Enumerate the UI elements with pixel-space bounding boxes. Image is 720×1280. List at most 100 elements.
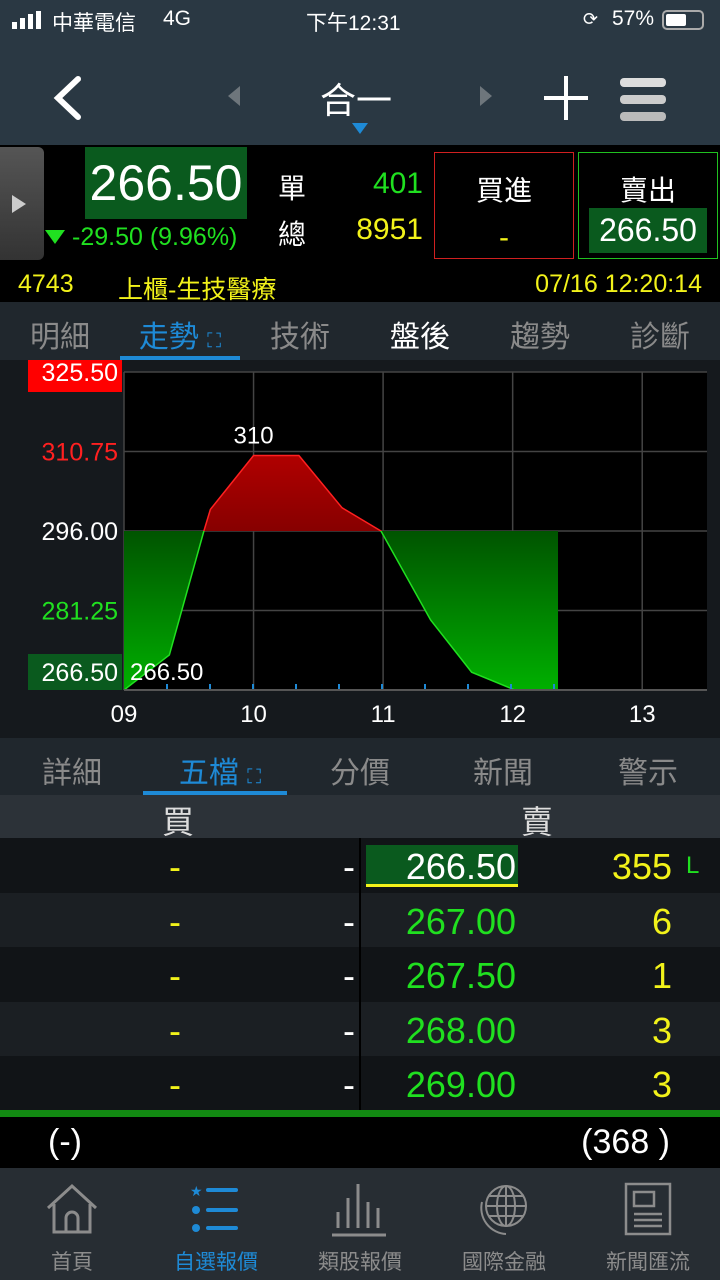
sell-qty: 6 <box>651 900 672 942</box>
bottom-nav: 首頁 ★ 自選報價 類股報價 國際金融 新聞匯流 <box>0 1168 720 1280</box>
buy-qty: - <box>169 1009 181 1051</box>
nav-international-label: 國際金融 <box>462 1251 546 1274</box>
y-tick-label: 266.50 <box>42 659 118 687</box>
tab-trend[interactable]: 走勢 ⛶ <box>120 312 240 356</box>
quote-time: 07/16 12:20:14 <box>535 270 702 298</box>
status-bar: 中華電信 4G 下午12:31 ⟳ 57% <box>0 0 720 40</box>
low-label: 266.50 <box>130 659 203 686</box>
stock-info-bar: 4743 上櫃-生技醫療 07/16 12:20:14 <box>0 262 720 304</box>
sell-qty: 1 <box>651 955 672 996</box>
tab-diagnosis[interactable]: 診斷 <box>630 321 690 354</box>
buy-button[interactable]: 買進 - <box>434 152 574 259</box>
buy-price: - <box>343 955 355 996</box>
expand-icon[interactable]: ⛶ <box>247 766 262 788</box>
order-book-row: - - 267.50 1 <box>0 947 720 1002</box>
clock: 下午12:31 <box>306 12 401 35</box>
prev-icon[interactable] <box>226 84 242 108</box>
tab-trend-label: 走勢 <box>138 321 199 354</box>
nav-news-label: 新聞匯流 <box>606 1251 690 1274</box>
sell-price: 267.00 <box>405 900 516 942</box>
active-tab-indicator <box>120 356 240 360</box>
sell-price: 269.00 <box>405 1064 516 1105</box>
last-price: 266.50 <box>85 147 247 219</box>
expand-icon[interactable]: ⛶ <box>207 330 222 352</box>
price-line-down <box>123 531 559 691</box>
nav-watchlist-label: 自選報價 <box>174 1251 258 1274</box>
x-tick-label: 13 <box>629 701 656 728</box>
divider <box>0 1110 720 1117</box>
rotation-lock-icon: ⟳ <box>583 9 599 29</box>
x-tick-label: 09 <box>111 701 138 728</box>
total-label: 總 <box>278 219 307 250</box>
buy-header: 買 <box>162 804 195 840</box>
watchlist-icon: ★ <box>190 1183 238 1232</box>
order-book-totals: (-) (368 ) <box>0 1117 720 1168</box>
nav-sectors[interactable]: 類股報價 <box>288 1168 432 1280</box>
battery-icon <box>662 10 704 30</box>
sell-price: 266.50 <box>589 208 707 253</box>
order-book-row: - - 269.00 3 <box>0 1056 720 1111</box>
order-book: - -266.50 355 L - -267.00 6- -267.50 1- -268.00 3-… <box>0 838 720 1111</box>
down-arrow-icon <box>45 230 65 244</box>
y-tick-label: 281.25 <box>42 598 118 626</box>
stock-code: 4743 <box>18 270 74 298</box>
main-tabs: 明細 走勢 ⛶ 技術 盤後 趨勢 診斷 <box>0 302 720 360</box>
sell-label: 賣出 <box>619 175 676 206</box>
buy-qty: - <box>169 846 181 887</box>
sell-qty: 355 <box>611 846 672 887</box>
order-book-row: - - 266.50 355 L <box>0 838 720 893</box>
bar-chart-icon <box>332 1184 386 1237</box>
side-drawer-button[interactable] <box>0 147 44 260</box>
nav-home[interactable]: 首頁 <box>0 1168 144 1280</box>
single-volume: 401 <box>372 167 423 200</box>
newspaper-icon <box>624 1182 672 1236</box>
svg-text:★: ★ <box>190 1183 203 1199</box>
tab-five-levels[interactable]: 五檔 ⛶ <box>155 748 285 792</box>
next-icon[interactable] <box>478 84 494 108</box>
current-price-highlight <box>366 845 518 887</box>
y-tick-label: 310.75 <box>42 439 118 467</box>
nav-international[interactable]: 國際金融 <box>432 1168 576 1280</box>
tab-five-levels-label: 五檔 <box>178 757 239 790</box>
buy-price: - <box>343 1064 355 1105</box>
sell-header: 賣 <box>521 804 554 840</box>
menu-icon[interactable] <box>620 76 666 122</box>
tab-price-volume[interactable]: 分價 <box>330 757 390 790</box>
sell-qty: 3 <box>651 1064 672 1105</box>
high-label: 310 <box>234 423 274 450</box>
buy-qty: - <box>169 1064 181 1105</box>
tab-alerts[interactable]: 警示 <box>618 757 678 790</box>
buy-price: - <box>343 1009 355 1051</box>
tab-news[interactable]: 新聞 <box>473 757 533 790</box>
price-line-up <box>203 454 382 531</box>
tab-technical[interactable]: 技術 <box>270 321 330 354</box>
buy-qty: - <box>169 955 181 996</box>
back-icon[interactable] <box>50 75 84 121</box>
order-book-row: - - 268.00 3 <box>0 1001 720 1056</box>
globe-icon <box>480 1185 527 1235</box>
tab-after-hours[interactable]: 盤後 <box>390 321 450 354</box>
market-sector: 上櫃-生技醫療 <box>118 276 277 304</box>
price-change: -29.50 (9.96%) <box>72 223 238 251</box>
tab-trends[interactable]: 趨勢 <box>510 321 570 354</box>
intraday-chart[interactable]: 325.50 310.75 296.00 281.25 266.50 09 10 11 12 13… <box>0 352 720 738</box>
area-down <box>124 531 559 690</box>
buy-price: - <box>343 900 355 942</box>
sell-button[interactable]: 賣出 266.50 <box>578 152 718 259</box>
top-nav: 合一 <box>0 40 720 145</box>
nav-sectors-label: 類股報價 <box>318 1251 402 1274</box>
tab-detail[interactable]: 明細 <box>30 321 90 354</box>
x-tick-label: 12 <box>499 701 526 728</box>
area-up <box>124 455 559 531</box>
nav-home-label: 首頁 <box>51 1251 93 1274</box>
sell-qty: 3 <box>651 1009 672 1051</box>
tab-details[interactable]: 詳細 <box>42 757 102 790</box>
active-subtab-indicator <box>143 791 287 795</box>
nav-news[interactable]: 新聞匯流 <box>576 1168 720 1280</box>
play-icon <box>12 195 26 213</box>
page-title[interactable]: 合一 <box>320 80 393 121</box>
nav-watchlist[interactable]: ★ 自選報價 <box>144 1168 288 1280</box>
dropdown-icon[interactable] <box>352 123 368 135</box>
limit-flag: L <box>686 852 700 879</box>
plus-icon[interactable] <box>544 74 588 122</box>
